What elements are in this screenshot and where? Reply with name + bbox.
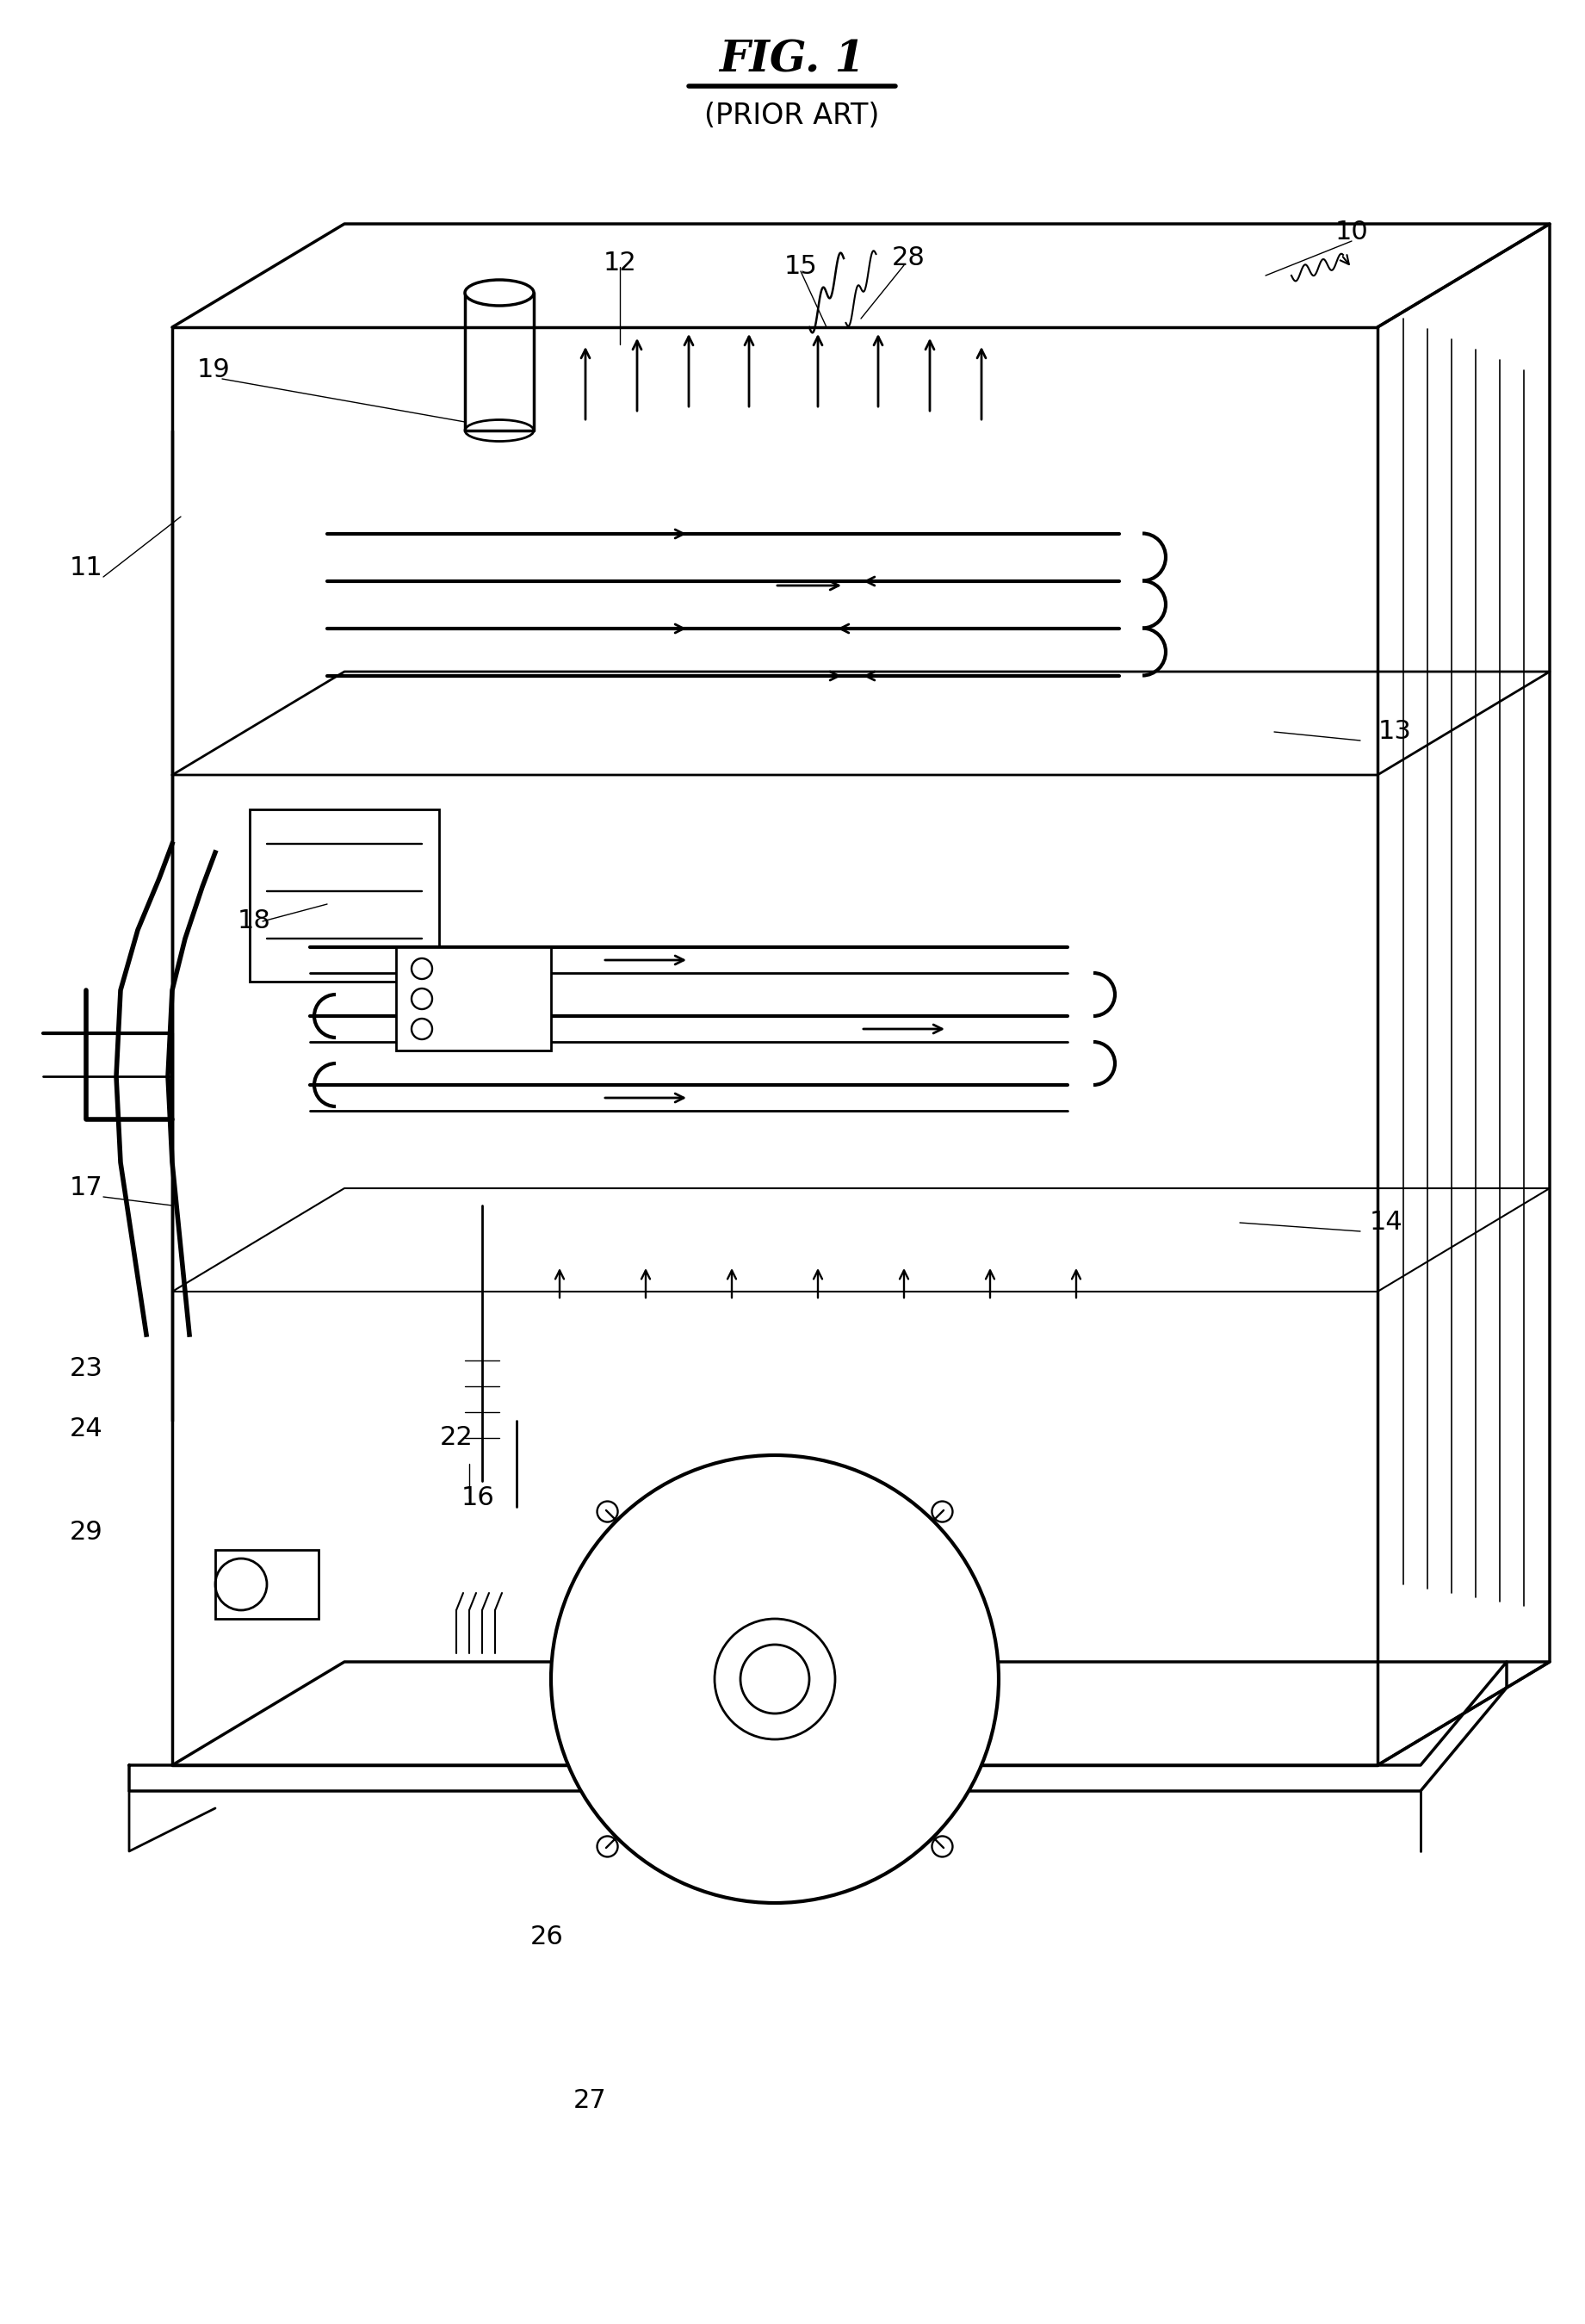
Text: 15: 15 [785, 253, 818, 279]
Bar [216, 1550, 319, 1620]
Text: 22: 22 [439, 1425, 472, 1450]
Ellipse shape [464, 279, 534, 307]
Text: 11: 11 [70, 555, 103, 581]
Circle shape [715, 1620, 835, 1738]
Text: 24: 24 [70, 1418, 103, 1441]
Text: 18: 18 [238, 909, 271, 934]
Text: 17: 17 [70, 1176, 103, 1202]
Text: 19: 19 [197, 358, 230, 383]
Circle shape [740, 1645, 810, 1713]
Text: 12: 12 [604, 251, 637, 274]
Text: 14: 14 [1369, 1211, 1403, 1234]
Text: 26: 26 [529, 1924, 563, 1950]
Bar [396, 948, 552, 1050]
Text: 16: 16 [461, 1485, 495, 1511]
Text: FIG. 1: FIG. 1 [720, 40, 865, 81]
Text: 29: 29 [70, 1520, 103, 1545]
Circle shape [552, 1455, 999, 1903]
Text: 13: 13 [1377, 720, 1412, 744]
Text: 28: 28 [891, 246, 926, 272]
Text: (PRIOR ART): (PRIOR ART) [704, 102, 880, 130]
Bar [250, 809, 439, 981]
Text: 27: 27 [574, 2089, 607, 2113]
Text: 23: 23 [70, 1357, 103, 1380]
Text: 10: 10 [1335, 221, 1368, 244]
